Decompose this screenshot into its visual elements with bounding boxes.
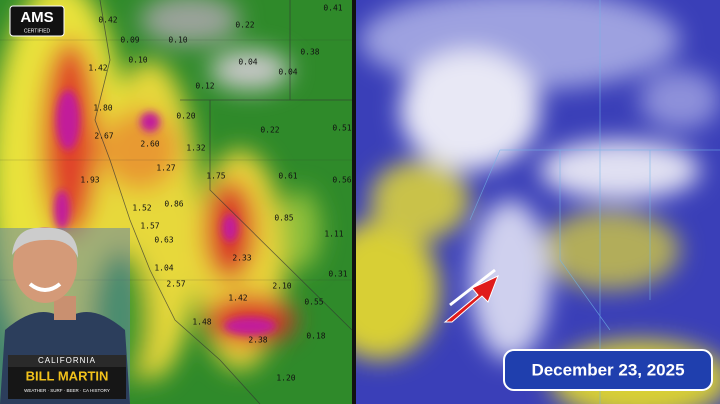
- precip-label: 2.10: [272, 282, 291, 291]
- precip-label: 1.52: [132, 204, 151, 213]
- precip-label: 0.09: [120, 36, 139, 45]
- precip-label: 0.22: [260, 126, 279, 135]
- precip-label: 1.80: [93, 104, 112, 113]
- precip-label: 2.57: [166, 280, 185, 289]
- precip-label: 1.75: [206, 172, 225, 181]
- precip-label: 1.11: [324, 230, 343, 239]
- precip-label: 1.32: [186, 144, 205, 153]
- date-badge: [503, 349, 713, 391]
- precip-label: 2.33: [232, 254, 251, 263]
- logo-box: [9, 5, 65, 37]
- presenter-tagline: WEATHER · SURF · BEER · CA HISTORY: [24, 388, 110, 393]
- precip-label: 0.18: [306, 332, 325, 341]
- precip-label: 0.04: [238, 58, 257, 67]
- precip-label: 0.56: [332, 176, 351, 185]
- precip-label: 1.27: [156, 164, 175, 173]
- precip-label: 1.57: [140, 222, 159, 231]
- presenter-name: BILL MARTIN: [26, 368, 109, 383]
- precip-label: 0.85: [274, 214, 293, 223]
- precip-label: 0.86: [164, 200, 183, 209]
- precip-label: 1.42: [228, 294, 247, 303]
- precip-label: 0.61: [278, 172, 297, 181]
- precip-label: 1.93: [80, 176, 99, 185]
- precip-label: 0.10: [128, 56, 147, 65]
- satellite-image: [356, 0, 720, 404]
- precip-label: 0.12: [195, 82, 214, 91]
- precip-label: 1.04: [154, 264, 173, 273]
- logo-title: AMS: [20, 9, 53, 26]
- logo-subtitle: CERTIFIED: [24, 28, 51, 34]
- arrow: [443, 275, 499, 323]
- precip-label: 2.38: [248, 336, 267, 345]
- precip-label: 0.04: [278, 68, 297, 77]
- precip-label: 0.22: [235, 21, 254, 30]
- precip-label: 1.48: [192, 318, 211, 327]
- precip-label: 2.60: [140, 140, 159, 149]
- precip-label: 0.38: [300, 48, 319, 57]
- precip-label: 0.42: [98, 16, 117, 25]
- precip-label: 0.20: [176, 112, 195, 121]
- precip-label: 1.20: [276, 374, 295, 383]
- divider: [352, 0, 356, 404]
- precip-label: 0.31: [328, 270, 347, 279]
- presenter-region: CALIFORNIA: [38, 356, 96, 365]
- presenter: [0, 227, 130, 404]
- precip-label: 0.10: [168, 36, 187, 45]
- date: December 23, 2025: [531, 360, 684, 379]
- precip-label: 0.51: [332, 124, 351, 133]
- precip-label: 2.67: [94, 132, 113, 141]
- precip-label: 0.41: [323, 4, 342, 13]
- precip-label: 0.55: [304, 298, 323, 307]
- precip-label: 1.42: [88, 64, 107, 73]
- precip-label: 0.63: [154, 236, 173, 245]
